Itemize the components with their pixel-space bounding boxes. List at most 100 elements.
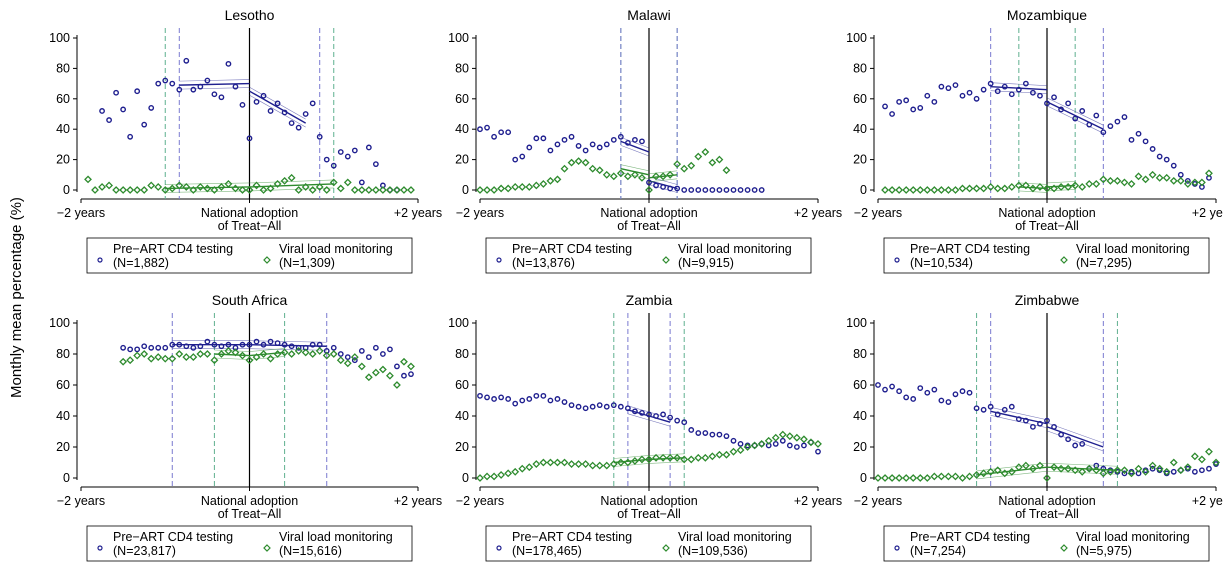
legend-vl-label: Viral load monitoring (279, 530, 393, 544)
cd4-point (1003, 408, 1007, 412)
vl-point (155, 184, 161, 190)
y-tick-label: 40 (56, 122, 70, 136)
cd4-point (191, 87, 195, 91)
cd4-point (738, 188, 742, 192)
y-tick-label: 0 (63, 183, 70, 197)
cd4-point (121, 107, 125, 111)
panel-title: Zimbabwe (1015, 292, 1080, 308)
vl-point (190, 354, 196, 360)
cd4-point (149, 106, 153, 110)
legend-cd4-n: (N=13,876) (512, 256, 575, 270)
cd4-point (1200, 468, 1204, 472)
fit-ci-upper (1019, 183, 1047, 185)
y-tick-label: 40 (455, 122, 469, 136)
vl-point (148, 182, 154, 188)
vl-point (611, 173, 617, 179)
vl-point (498, 185, 504, 191)
cd4-point (911, 397, 915, 401)
cd4-point (240, 103, 244, 107)
cd4-point (932, 100, 936, 104)
cd4-point (576, 144, 580, 148)
vl-point (197, 184, 203, 190)
fit-ci-upper (250, 341, 327, 343)
cd4-point (212, 92, 216, 96)
vl-point (988, 184, 994, 190)
cd4-point (904, 98, 908, 102)
cd4-point (478, 394, 482, 398)
cd4-point (520, 398, 524, 402)
cd4-point (1052, 95, 1056, 99)
cd4-point (781, 439, 785, 443)
legend-cd4-n: (N=7,254) (910, 544, 966, 558)
vl-point (1178, 178, 1184, 184)
cd4-point (795, 445, 799, 449)
vl-point (882, 475, 888, 481)
vl-point (1206, 170, 1212, 176)
cd4-point (128, 135, 132, 139)
cd4-point (310, 101, 314, 105)
vl-point (875, 475, 881, 481)
vl-point (204, 185, 210, 191)
cd4-point (339, 150, 343, 154)
vl-point (85, 176, 91, 182)
vl-point (688, 456, 694, 462)
cd4-point (499, 130, 503, 134)
cd4-point (925, 391, 929, 395)
vl-point (1065, 184, 1071, 190)
vl-point (120, 359, 126, 365)
cd4-point (1031, 425, 1035, 429)
vl-point (519, 184, 525, 190)
vl-point (554, 460, 560, 466)
vl-point (903, 475, 909, 481)
vl-point (106, 182, 112, 188)
vl-point (910, 475, 916, 481)
cd4-point (981, 408, 985, 412)
cd4-point (883, 104, 887, 108)
cd4-point (710, 188, 714, 192)
vl-point (1037, 184, 1043, 190)
vl-point (491, 473, 497, 479)
x-tick-label-left: −2 years (456, 494, 504, 508)
vl-point (380, 187, 386, 193)
cd4-point (142, 344, 146, 348)
y-tick-label: 60 (455, 378, 469, 392)
vl-point (366, 374, 372, 380)
cd4-point (1136, 132, 1140, 136)
vl-point (695, 455, 701, 461)
vl-point (896, 187, 902, 193)
cd4-point (911, 107, 915, 111)
cd4-point (598, 145, 602, 149)
y-tick-label: 80 (853, 347, 867, 361)
vl-point (373, 187, 379, 193)
vl-point (780, 432, 786, 438)
cd4-point (367, 355, 371, 359)
y-tick-label: 100 (49, 31, 70, 45)
cd4-point (332, 346, 336, 350)
vl-point (303, 349, 309, 355)
cd4-point (883, 387, 887, 391)
vl-point (738, 447, 744, 453)
vl-point (366, 187, 372, 193)
cd4-point (816, 449, 820, 453)
vl-point (134, 353, 140, 359)
vl-point (889, 187, 895, 193)
cd4-point (988, 405, 992, 409)
cd4-point (541, 394, 545, 398)
cd4-point (946, 86, 950, 90)
cd4-point (710, 432, 714, 436)
vl-point (1114, 178, 1120, 184)
legend-cd4-label: Pre−ART CD4 testing (113, 242, 233, 256)
vl-point (716, 452, 722, 458)
cd4-point (918, 106, 922, 110)
cd4-point (953, 83, 957, 87)
fit-line (250, 91, 306, 123)
cd4-point (1108, 124, 1112, 128)
y-tick-label: 100 (846, 316, 867, 330)
vl-point (1079, 184, 1085, 190)
vl-point (394, 382, 400, 388)
vl-point (1143, 176, 1149, 182)
cd4-point (513, 401, 517, 405)
cd4-point (289, 121, 293, 125)
cd4-point (967, 391, 971, 395)
